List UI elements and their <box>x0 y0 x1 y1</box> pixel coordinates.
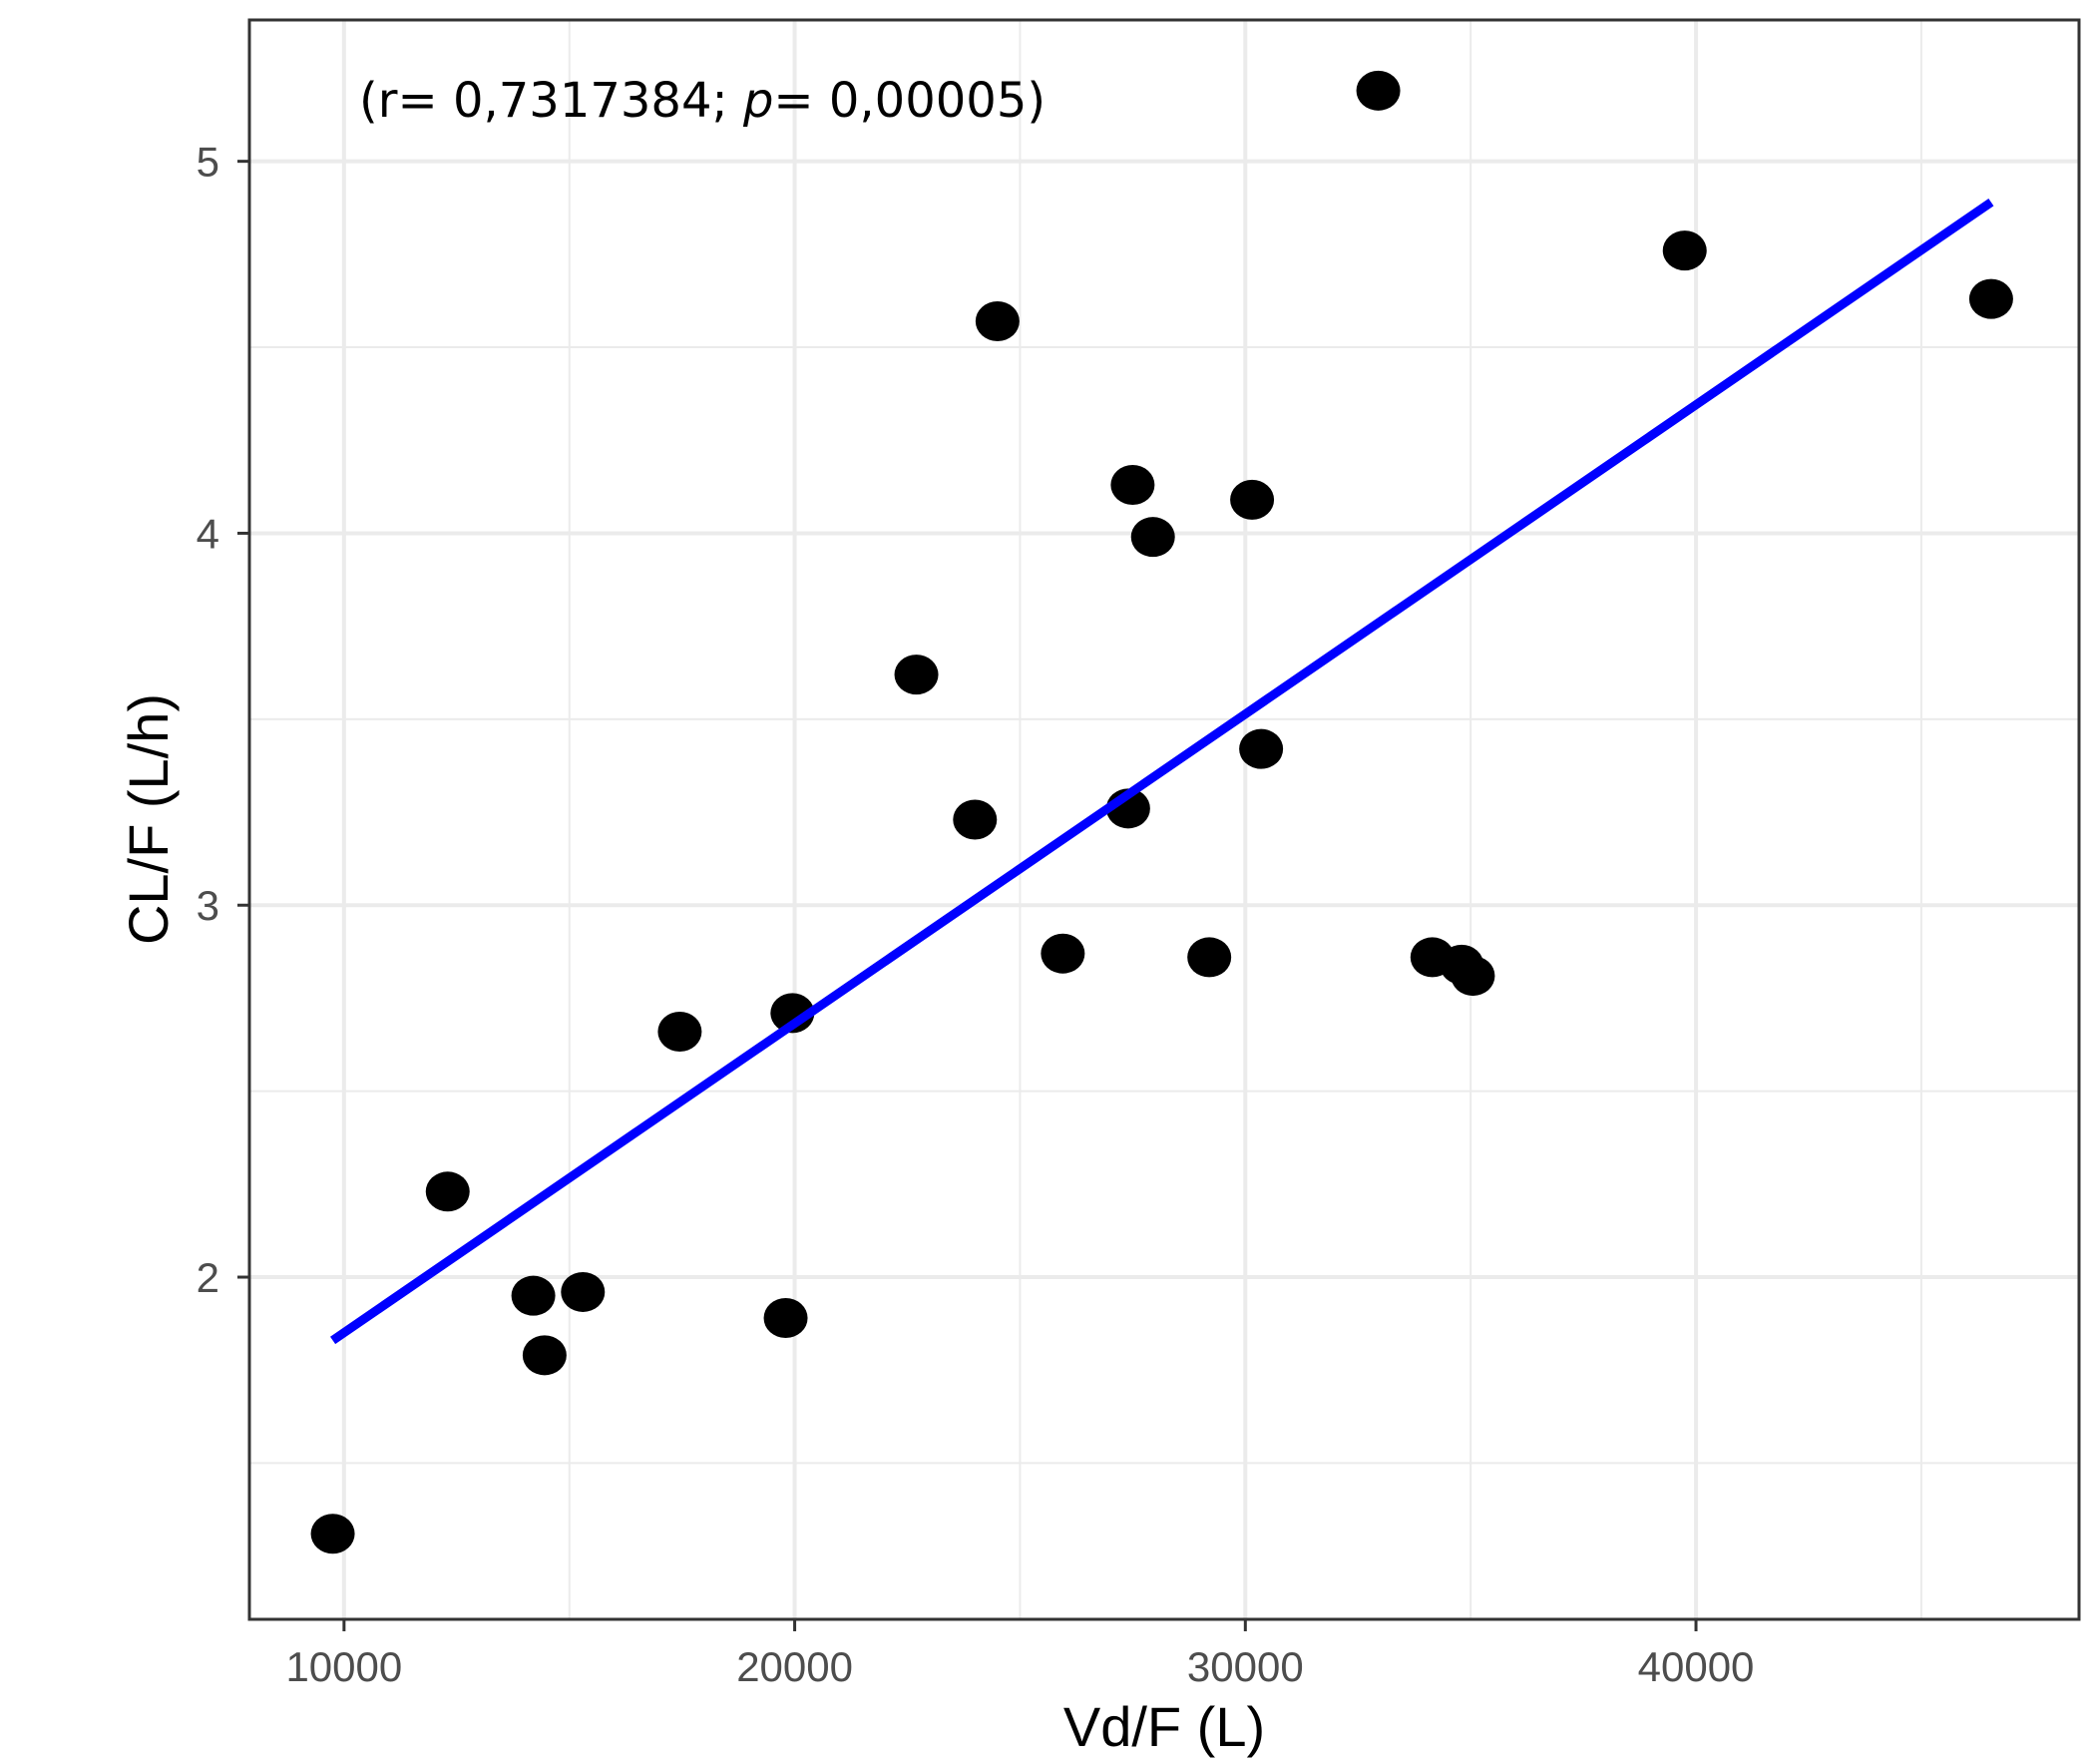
data-point <box>1187 937 1232 978</box>
data-point <box>1356 70 1401 111</box>
x-tick-label: 20000 <box>736 1643 853 1690</box>
data-point <box>975 300 1020 341</box>
data-point <box>770 993 815 1034</box>
data-point <box>310 1514 355 1554</box>
data-point <box>425 1171 470 1212</box>
data-point <box>1239 728 1284 769</box>
y-axis-title: CL/F (L/h) <box>117 693 180 945</box>
data-point <box>1968 278 2013 319</box>
data-point <box>1110 464 1155 505</box>
y-tick-label: 2 <box>197 1254 219 1301</box>
panel-background <box>249 20 2079 1619</box>
y-axis-ticks: 2 3 4 5 <box>197 139 249 1301</box>
data-point <box>763 1298 808 1339</box>
annotation-suffix: = 0,00005) <box>773 73 1046 129</box>
annotation-italic: p <box>742 73 773 129</box>
x-axis-ticks: 10000 20000 30000 40000 <box>285 1619 1754 1690</box>
annotation-prefix: (r= 0,7317384; <box>359 73 743 129</box>
x-tick-label: 30000 <box>1187 1643 1304 1690</box>
data-point <box>1451 956 1495 997</box>
data-points <box>310 70 2013 1554</box>
annotation: (r= 0,7317384; p= 0,00005) <box>359 73 1046 129</box>
data-point <box>657 1011 702 1052</box>
minor-gridlines <box>249 20 2079 1619</box>
major-gridlines <box>249 20 2079 1619</box>
panel-border <box>247 18 2081 1621</box>
data-point <box>953 799 998 840</box>
data-point <box>1662 230 1707 271</box>
x-axis-title: Vd/F (L) <box>1063 1695 1265 1758</box>
y-tick-label: 4 <box>197 510 219 557</box>
x-tick-label: 10000 <box>285 1643 402 1690</box>
data-point <box>561 1271 606 1312</box>
y-tick-label: 3 <box>197 882 219 929</box>
data-point <box>1041 933 1085 974</box>
data-point <box>894 655 939 695</box>
data-point <box>522 1335 567 1376</box>
data-point <box>511 1275 556 1316</box>
y-tick-label: 5 <box>197 139 219 186</box>
data-point <box>1130 517 1175 558</box>
x-tick-label: 40000 <box>1638 1643 1755 1690</box>
data-point <box>1230 479 1275 520</box>
regression-line <box>330 198 1994 1345</box>
